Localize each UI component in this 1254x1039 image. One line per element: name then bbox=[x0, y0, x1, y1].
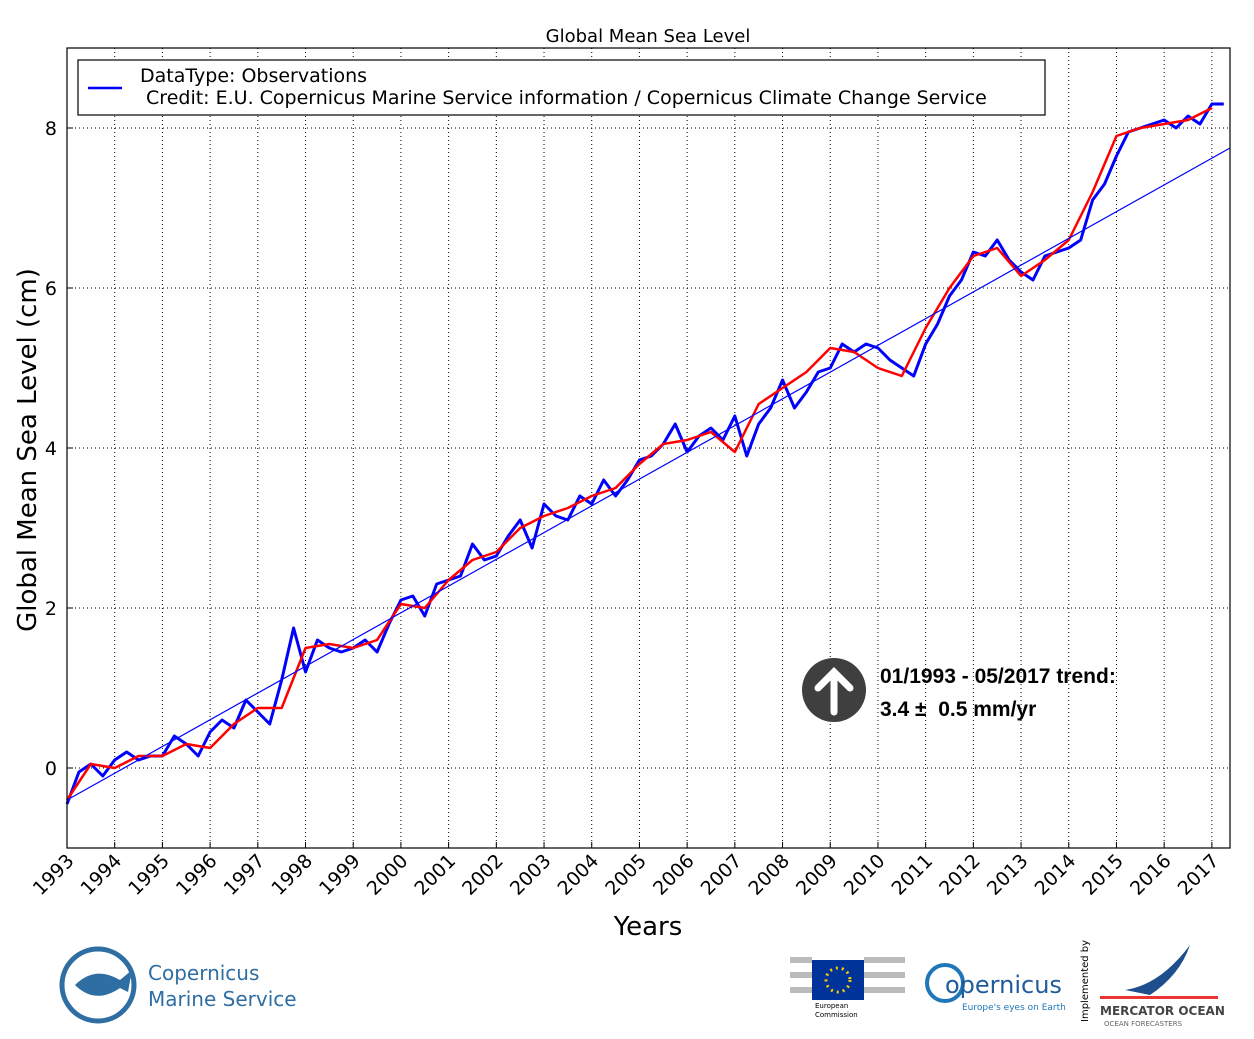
legend-credit: Credit: E.U. Copernicus Marine Service i… bbox=[140, 87, 987, 109]
logo-text: Marine Service bbox=[148, 987, 297, 1011]
plot-area: 0246819931994199519961997199819992000200… bbox=[29, 47, 1231, 900]
logo-text: MERCATOR OCEAN bbox=[1100, 1004, 1225, 1018]
x-tick-label: 2015 bbox=[1078, 850, 1128, 900]
x-tick-label: 2005 bbox=[601, 850, 651, 900]
x-tick-label: 2010 bbox=[840, 850, 890, 900]
logo-text: European bbox=[815, 1002, 848, 1010]
y-tick-label: 2 bbox=[45, 598, 57, 620]
x-tick-label: 1997 bbox=[220, 850, 270, 900]
x-tick-label: 2003 bbox=[506, 850, 556, 900]
y-tick-label: 8 bbox=[45, 118, 57, 140]
mercator-bar bbox=[1100, 996, 1218, 999]
logo-text: OCEAN FORECASTERS bbox=[1104, 1020, 1183, 1028]
legend-label: DataType: Observations bbox=[140, 65, 367, 87]
x-tick-label: 2004 bbox=[554, 850, 604, 900]
x-tick-label: 2017 bbox=[1174, 850, 1224, 900]
x-tick-label: 1995 bbox=[124, 850, 174, 900]
x-tick-label: 2013 bbox=[983, 850, 1033, 900]
x-tick-label: 2012 bbox=[935, 850, 985, 900]
trend-period: 01/1993 - 05/2017 trend: bbox=[880, 665, 1116, 688]
x-tick-label: 2006 bbox=[649, 850, 699, 900]
logo-text: Commission bbox=[815, 1011, 858, 1019]
y-tick-label: 0 bbox=[45, 758, 57, 780]
logo-text: opernicus bbox=[945, 971, 1062, 999]
x-axis-label: Years bbox=[613, 912, 683, 942]
x-tick-label: 2009 bbox=[792, 850, 842, 900]
mercator-wave bbox=[1125, 945, 1190, 995]
x-tick-label: 2016 bbox=[1126, 850, 1176, 900]
trend-arrow bbox=[814, 667, 854, 716]
x-tick-label: 1993 bbox=[29, 850, 79, 900]
plot-frame bbox=[66, 47, 1231, 849]
y-tick-label: 4 bbox=[45, 438, 57, 460]
y-axis-label: Global Mean Sea Level (cm) bbox=[13, 268, 43, 632]
x-tick-label: 2008 bbox=[744, 850, 794, 900]
logo-text: Europe's eyes on Earth bbox=[962, 1003, 1066, 1013]
series-line bbox=[66, 147, 1231, 801]
eu-flag bbox=[812, 960, 864, 1000]
legend-box bbox=[77, 59, 1046, 116]
x-tick-label: 2014 bbox=[1031, 850, 1081, 900]
trend-value: 3.4 ± 0.5 mm/yr bbox=[880, 698, 1036, 721]
x-tick-label: 2011 bbox=[887, 850, 937, 900]
copernicus-c bbox=[925, 963, 965, 1003]
cmems-logo-fish bbox=[75, 970, 132, 996]
ec-building bbox=[790, 957, 905, 993]
x-tick-label: 2007 bbox=[697, 850, 747, 900]
cmems-logo-ring bbox=[59, 946, 137, 1024]
x-tick-label: 1994 bbox=[76, 850, 126, 900]
chart-title: Global Mean Sea Level bbox=[546, 26, 751, 47]
x-tick-label: 1998 bbox=[267, 850, 317, 900]
x-tick-label: 2000 bbox=[363, 850, 413, 900]
logo-text: Implemented by bbox=[1080, 940, 1091, 1022]
x-tick-label: 2001 bbox=[410, 850, 460, 900]
x-tick-label: 1996 bbox=[172, 850, 222, 900]
logo-text: Copernicus bbox=[148, 961, 259, 985]
eu-stars bbox=[824, 966, 852, 994]
x-tick-label: 1999 bbox=[315, 850, 365, 900]
y-tick-label: 6 bbox=[45, 278, 57, 300]
series-line bbox=[65, 106, 1213, 801]
x-tick-label: 2002 bbox=[458, 850, 508, 900]
